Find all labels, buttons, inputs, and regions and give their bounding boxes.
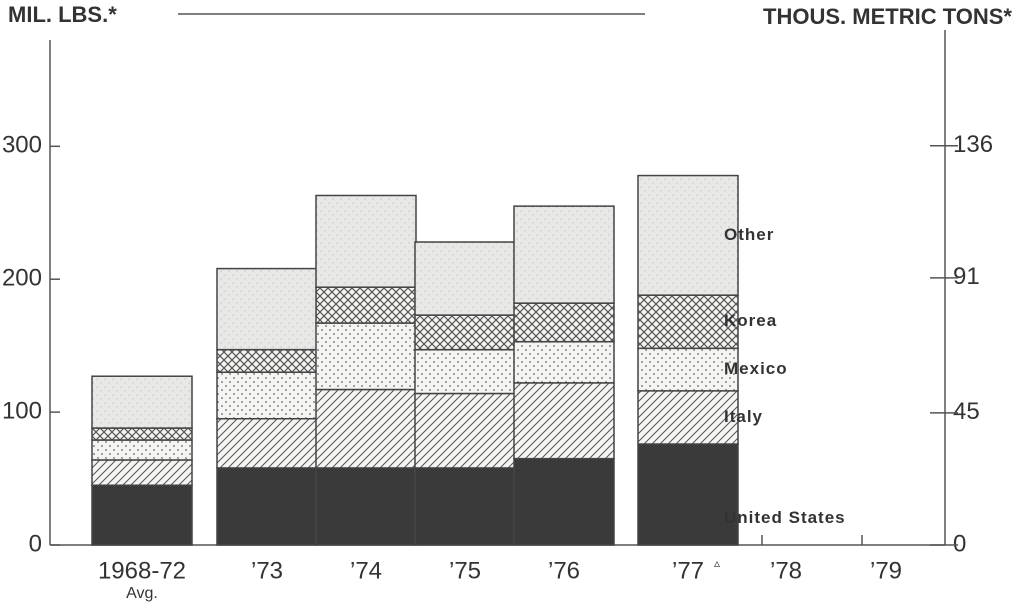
bar-segment — [513, 340, 615, 384]
x-tick-label: ’77 — [672, 557, 704, 584]
y2-tick-label: 0 — [953, 530, 966, 557]
legend-label: United States — [724, 508, 846, 527]
bar-segment — [91, 439, 193, 461]
y2-tick-label: 136 — [953, 131, 993, 158]
legend-label: Korea — [724, 311, 777, 330]
bar-segment — [91, 459, 193, 486]
y-axis-title: MIL. LBS.* — [8, 2, 117, 27]
x-tick-label: ’79 — [870, 557, 902, 584]
bar-segment — [414, 241, 516, 316]
x-tick-label: ’75 — [449, 557, 481, 584]
y-tick-label: 0 — [29, 530, 42, 557]
legend-label: Italy — [724, 407, 763, 426]
x-tick-label: ’73 — [251, 557, 283, 584]
y-tick-label: 200 — [2, 265, 42, 292]
bar-segment — [315, 388, 417, 469]
bar-segment — [315, 322, 417, 391]
y2-axis-title: THOUS. METRIC TONS* — [763, 4, 1012, 29]
bar-segment — [216, 418, 318, 469]
bar-segment — [216, 371, 318, 420]
y-tick-label: 300 — [2, 132, 42, 159]
bar-segment — [315, 194, 417, 288]
bar-segment — [637, 294, 739, 350]
bar-segment — [216, 467, 318, 546]
bar-segment — [513, 382, 615, 460]
x-tick-label: ’76 — [548, 557, 580, 584]
bar-segment — [91, 375, 193, 429]
bar-segment — [414, 467, 516, 546]
bar-segment — [216, 348, 318, 373]
bar-segment — [91, 484, 193, 546]
bar-segment — [637, 174, 739, 296]
y2-tick-label: 91 — [953, 263, 980, 290]
bar-segment — [637, 347, 739, 392]
bar-segment — [513, 457, 615, 546]
bar-segment — [513, 302, 615, 343]
y-tick-label: 100 — [2, 397, 42, 424]
bar-segment — [414, 314, 516, 351]
bar-segment — [637, 390, 739, 445]
bar-segment — [414, 392, 516, 469]
bar-segment — [91, 427, 193, 441]
x-tick-label: ’74 — [350, 557, 382, 584]
y2-tick-label: 45 — [953, 398, 980, 425]
bar-segment — [216, 267, 318, 351]
legend-label: Other — [724, 225, 774, 244]
x-tick-label: ’78 — [770, 557, 802, 584]
bar-segment — [315, 467, 417, 546]
bar-segment — [414, 348, 516, 395]
bar-segment — [315, 286, 417, 324]
legend-label: Mexico — [724, 359, 788, 378]
x-tick-label: 1968-72 — [98, 557, 186, 584]
bar-segment — [637, 443, 739, 546]
footnote-marker: ▵ — [714, 556, 720, 570]
category-note: Avg. — [126, 585, 158, 602]
bar-segment — [513, 205, 615, 304]
